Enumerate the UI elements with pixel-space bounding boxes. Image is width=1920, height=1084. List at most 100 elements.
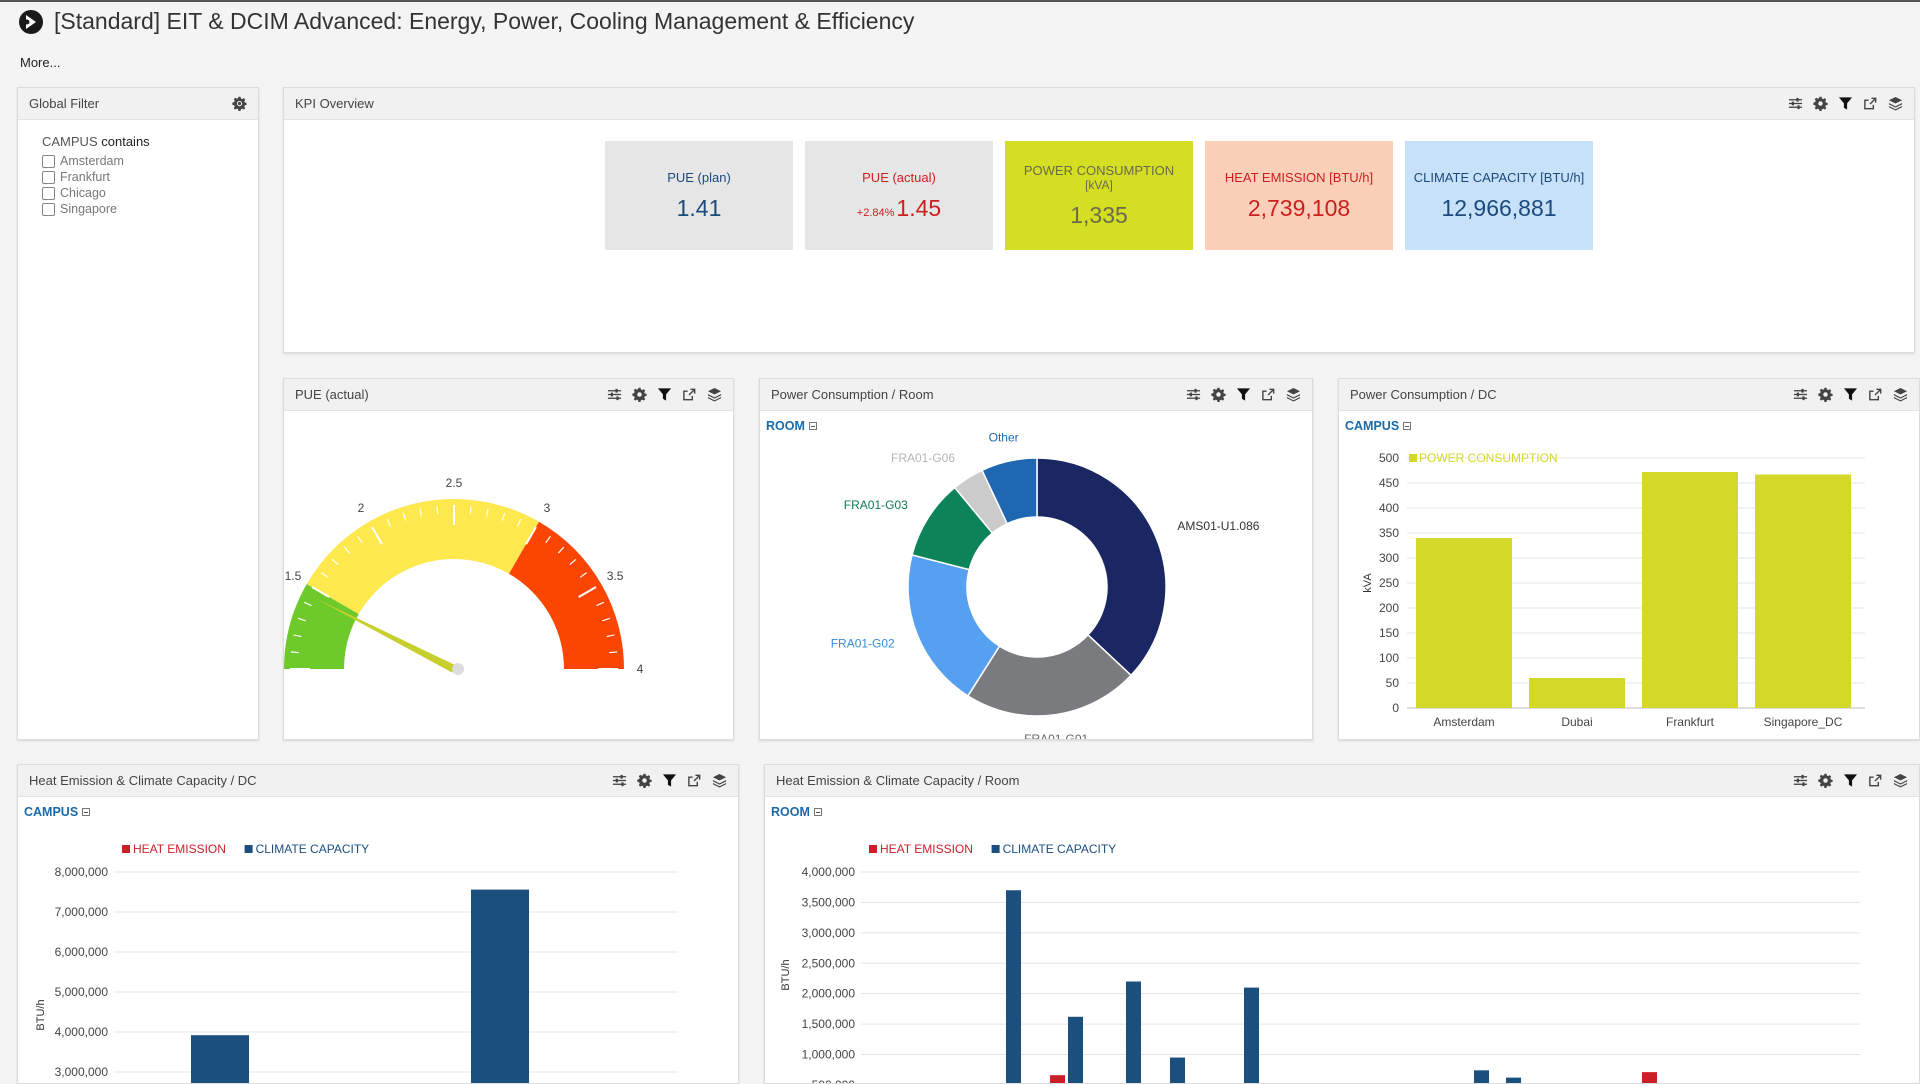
gear-icon[interactable] xyxy=(1209,386,1227,404)
pue-actual-panel: PUE (actual) 11.522.533.54 xyxy=(283,378,734,740)
gauge-tick-label: 2.5 xyxy=(446,476,463,490)
legend-label[interactable]: HEAT EMISSION xyxy=(880,842,973,856)
legend-label[interactable]: HEAT EMISSION xyxy=(133,842,226,856)
y-tick-label: 250 xyxy=(1379,576,1399,590)
bar[interactable] xyxy=(1474,1070,1489,1084)
kpi-value-text: 1.41 xyxy=(677,195,722,221)
bar[interactable] xyxy=(1506,1078,1521,1084)
filter-option-frankfurt[interactable]: Frankfurt xyxy=(42,169,258,185)
panel-title: Heat Emission & Climate Capacity / DC xyxy=(29,773,603,788)
checkbox[interactable] xyxy=(42,187,55,200)
bar[interactable] xyxy=(1006,890,1021,1084)
legend-swatch xyxy=(992,845,1000,853)
filter-option-label: Singapore xyxy=(60,202,117,216)
bar[interactable] xyxy=(1642,1072,1657,1084)
filter-option-chicago[interactable]: Chicago xyxy=(42,185,258,201)
sliders-icon[interactable] xyxy=(605,386,623,404)
sliders-icon[interactable] xyxy=(1786,95,1804,113)
kpi-tile[interactable]: PUE (plan) 1.41 xyxy=(605,141,793,250)
gear-icon[interactable] xyxy=(1816,386,1834,404)
layers-icon[interactable] xyxy=(1891,772,1909,790)
legend-label[interactable]: CLIMATE CAPACITY xyxy=(256,842,370,856)
filter-icon[interactable] xyxy=(1234,386,1252,404)
sliders-icon[interactable] xyxy=(610,772,628,790)
layers-icon[interactable] xyxy=(1284,386,1302,404)
panel-header: Heat Emission & Climate Capacity / DC xyxy=(18,765,738,797)
share-icon[interactable] xyxy=(680,386,698,404)
share-icon[interactable] xyxy=(1866,772,1884,790)
bar[interactable] xyxy=(1170,1058,1185,1084)
more-link[interactable]: More... xyxy=(20,55,60,70)
bar[interactable] xyxy=(1416,538,1512,708)
pue-gauge-chart: 11.522.533.54 xyxy=(284,411,734,740)
filter-icon[interactable] xyxy=(1841,386,1859,404)
donut-slice-label: FRA01-G02 xyxy=(831,636,895,650)
bar[interactable] xyxy=(1529,678,1625,708)
bar[interactable] xyxy=(1050,1075,1065,1084)
layers-icon[interactable] xyxy=(1886,95,1904,113)
sliders-icon[interactable] xyxy=(1791,386,1809,404)
share-icon[interactable] xyxy=(1259,386,1277,404)
gear-icon[interactable] xyxy=(1816,772,1834,790)
x-tick-label: Singapore_DC xyxy=(1764,715,1843,729)
kpi-label: PUE (plan) xyxy=(667,170,731,185)
layers-icon[interactable] xyxy=(1891,386,1909,404)
gear-icon[interactable] xyxy=(635,772,653,790)
bar[interactable] xyxy=(1244,988,1259,1084)
share-icon[interactable] xyxy=(1861,95,1879,113)
bar[interactable] xyxy=(191,1035,249,1084)
legend-swatch xyxy=(869,845,877,853)
legend-label[interactable]: CLIMATE CAPACITY xyxy=(1003,842,1117,856)
y-tick-label: 5,000,000 xyxy=(55,985,109,999)
share-icon[interactable] xyxy=(1866,386,1884,404)
panel-title: PUE (actual) xyxy=(295,387,598,402)
kpi-tile[interactable]: HEAT EMISSION [BTU/h] 2,739,108 xyxy=(1205,141,1393,250)
kpi-tile[interactable]: POWER CONSUMPTION[kVA]1,335 xyxy=(1005,141,1193,250)
y-tick-label: 1,000,000 xyxy=(802,1048,856,1062)
filter-icon[interactable] xyxy=(1836,95,1854,113)
filter-option-singapore[interactable]: Singapore xyxy=(42,201,258,217)
kpi-value-text: 2,739,108 xyxy=(1248,195,1350,221)
kpi-tile[interactable]: PUE (actual)+2.84%1.45 xyxy=(805,141,993,250)
bar[interactable] xyxy=(1068,1017,1083,1084)
donut-slice[interactable] xyxy=(1037,458,1166,675)
y-tick-label: 6,000,000 xyxy=(55,945,109,959)
kpi-label: HEAT EMISSION [BTU/h] xyxy=(1225,170,1373,185)
panel-header: Power Consumption / Room xyxy=(760,379,1312,411)
panel-title: KPI Overview xyxy=(295,96,1779,111)
heat-room-bar-chart: 500,0001,000,0001,500,0002,000,0002,500,… xyxy=(765,797,1920,1084)
gauge-tick-label: 4 xyxy=(637,662,644,676)
kpi-tile[interactable]: CLIMATE CAPACITY [BTU/h]12,966,881 xyxy=(1405,141,1593,250)
filter-option-amsterdam[interactable]: Amsterdam xyxy=(42,153,258,169)
gear-icon[interactable] xyxy=(630,386,648,404)
filter-icon[interactable] xyxy=(1841,772,1859,790)
checkbox[interactable] xyxy=(42,155,55,168)
y-tick-label: 7,000,000 xyxy=(55,905,109,919)
filter-icon[interactable] xyxy=(655,386,673,404)
bar[interactable] xyxy=(1755,475,1851,709)
gear-icon[interactable] xyxy=(1811,95,1829,113)
kpi-value-text: 1.45 xyxy=(896,195,941,221)
layers-icon[interactable] xyxy=(710,772,728,790)
y-axis-label: BTU/h xyxy=(35,999,47,1030)
bar[interactable] xyxy=(1642,472,1738,708)
share-icon[interactable] xyxy=(685,772,703,790)
sliders-icon[interactable] xyxy=(1791,772,1809,790)
checkbox[interactable] xyxy=(42,203,55,216)
legend-label[interactable]: POWER CONSUMPTION xyxy=(1419,451,1558,465)
gauge-tick-label: 3.5 xyxy=(607,569,624,583)
checkbox[interactable] xyxy=(42,171,55,184)
y-tick-label: 200 xyxy=(1379,601,1399,615)
y-tick-label: 3,000,000 xyxy=(802,926,856,940)
gear-icon[interactable] xyxy=(230,95,248,113)
x-tick-label: Amsterdam xyxy=(1433,715,1494,729)
kpi-sublabel: [kVA] xyxy=(1085,178,1113,192)
donut-slice-label: FRA01-G06 xyxy=(891,451,955,465)
filter-icon[interactable] xyxy=(660,772,678,790)
bar[interactable] xyxy=(471,890,529,1084)
y-tick-label: 50 xyxy=(1386,676,1400,690)
filter-operator: contains xyxy=(101,134,149,149)
sliders-icon[interactable] xyxy=(1184,386,1202,404)
bar[interactable] xyxy=(1126,982,1141,1084)
layers-icon[interactable] xyxy=(705,386,723,404)
